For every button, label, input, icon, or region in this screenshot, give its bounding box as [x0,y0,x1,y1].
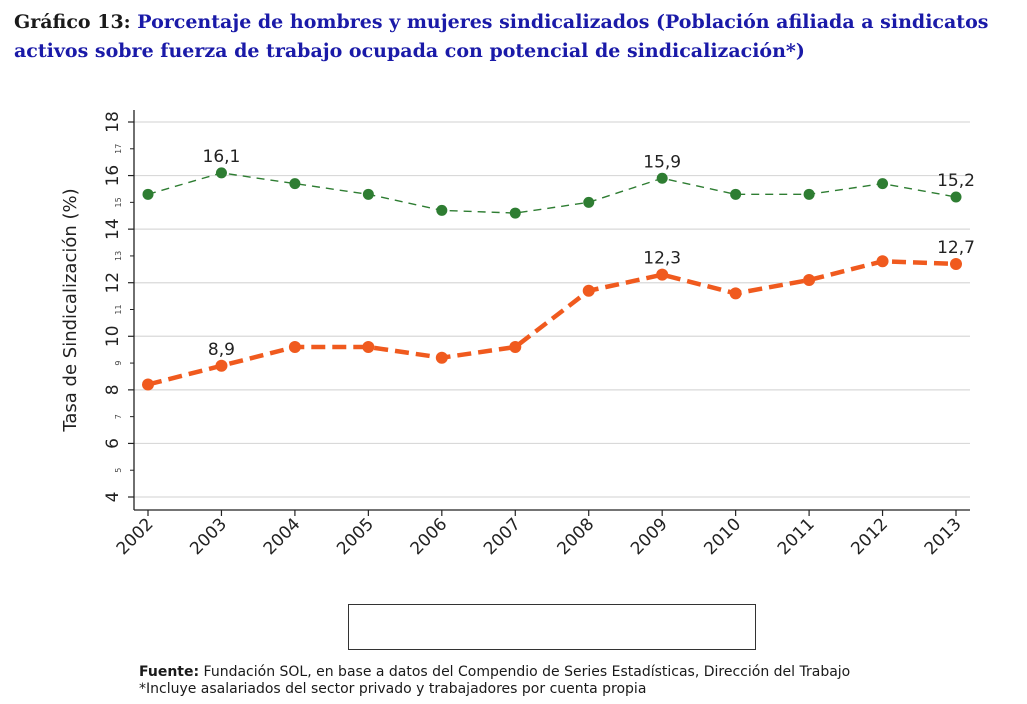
y-minor-tick-label: 17 [114,144,123,154]
x-tick-label: 2010 [700,514,745,559]
source-label: Fuente: [139,664,200,680]
y-minor-tick-label: 11 [114,304,123,314]
data-point-mujeres [876,255,889,268]
y-minor-tick-label: 9 [114,361,123,366]
x-tick-label: 2009 [627,514,672,559]
chart-title-prefix: Gráfico 13: [14,11,131,33]
x-tick-label: 2002 [113,514,158,559]
x-tick-label: 2005 [333,514,378,559]
data-point-mujeres [803,274,816,287]
chart-title: Gráfico 13: Porcentaje de hombres y muje… [14,8,1019,66]
y-minor-tick-label: 7 [114,414,123,419]
source-line: Fuente: Fundación SOL, en base a datos d… [139,664,850,681]
y-minor-tick-label: 13 [114,251,123,261]
data-point-hombres [803,188,815,200]
data-point-hombres [509,207,521,219]
data-point-hombres [950,191,962,203]
data-point-hombres [436,204,448,216]
data-point-hombres [583,196,595,208]
y-minor-tick-label: 15 [114,197,123,207]
data-point-mujeres [435,351,448,364]
x-tick-label: 2011 [774,514,819,559]
series-line-hombres [147,172,957,214]
y-tick-label: 16 [103,165,123,187]
data-point-mujeres [729,287,742,300]
data-label: 16,1 [203,147,241,167]
data-point-mujeres [142,378,154,391]
y-tick-label: 14 [103,218,123,240]
y-tick-label: 18 [103,111,123,133]
y-axis-label: Tasa de Sindicalización (%) [60,188,81,432]
data-point-hombres [877,178,889,190]
footnote: *Incluye asalariados del sector privado … [139,681,647,697]
y-tick-label: 4 [103,492,123,503]
y-tick-label: 12 [103,272,123,294]
data-label: 8,9 [208,340,235,360]
data-point-mujeres [656,268,669,281]
x-tick-label: 2012 [847,514,892,559]
chart-title-text: Porcentaje de hombres y mujeres sindical… [14,11,989,62]
data-label: 12,7 [937,238,975,258]
chart-footer: Fuente: Fundación SOL, en base a datos d… [139,664,850,698]
y-minor-tick-label: 5 [114,468,123,473]
data-label: 15,9 [643,152,681,172]
x-tick-label: 2004 [260,514,305,559]
data-point-mujeres [582,284,595,297]
data-point-hombres [656,172,668,184]
data-point-hombres [215,167,227,179]
data-point-mujeres [950,257,962,270]
y-tick-label: 6 [103,438,123,449]
x-tick-label: 2006 [407,514,452,559]
data-point-mujeres [215,359,228,372]
series-line-mujeres [147,259,957,387]
data-point-hombres [362,188,374,200]
x-tick-label: 2007 [480,514,525,559]
data-label: 12,3 [643,249,681,269]
data-point-mujeres [288,341,301,353]
chart-legend [348,604,756,650]
y-tick-label: 8 [103,384,123,395]
y-tick-label: 10 [103,325,123,347]
source-text: Fundación SOL, en base a datos del Compe… [199,664,851,680]
x-tick-label: 2013 [921,514,966,559]
data-point-hombres [142,188,154,200]
x-tick-label: 2008 [554,514,599,559]
data-label: 15,2 [937,171,975,191]
data-point-mujeres [362,341,375,353]
data-point-hombres [730,188,742,200]
data-point-mujeres [509,341,522,353]
data-point-hombres [289,178,301,190]
x-tick-label: 2003 [186,514,231,559]
